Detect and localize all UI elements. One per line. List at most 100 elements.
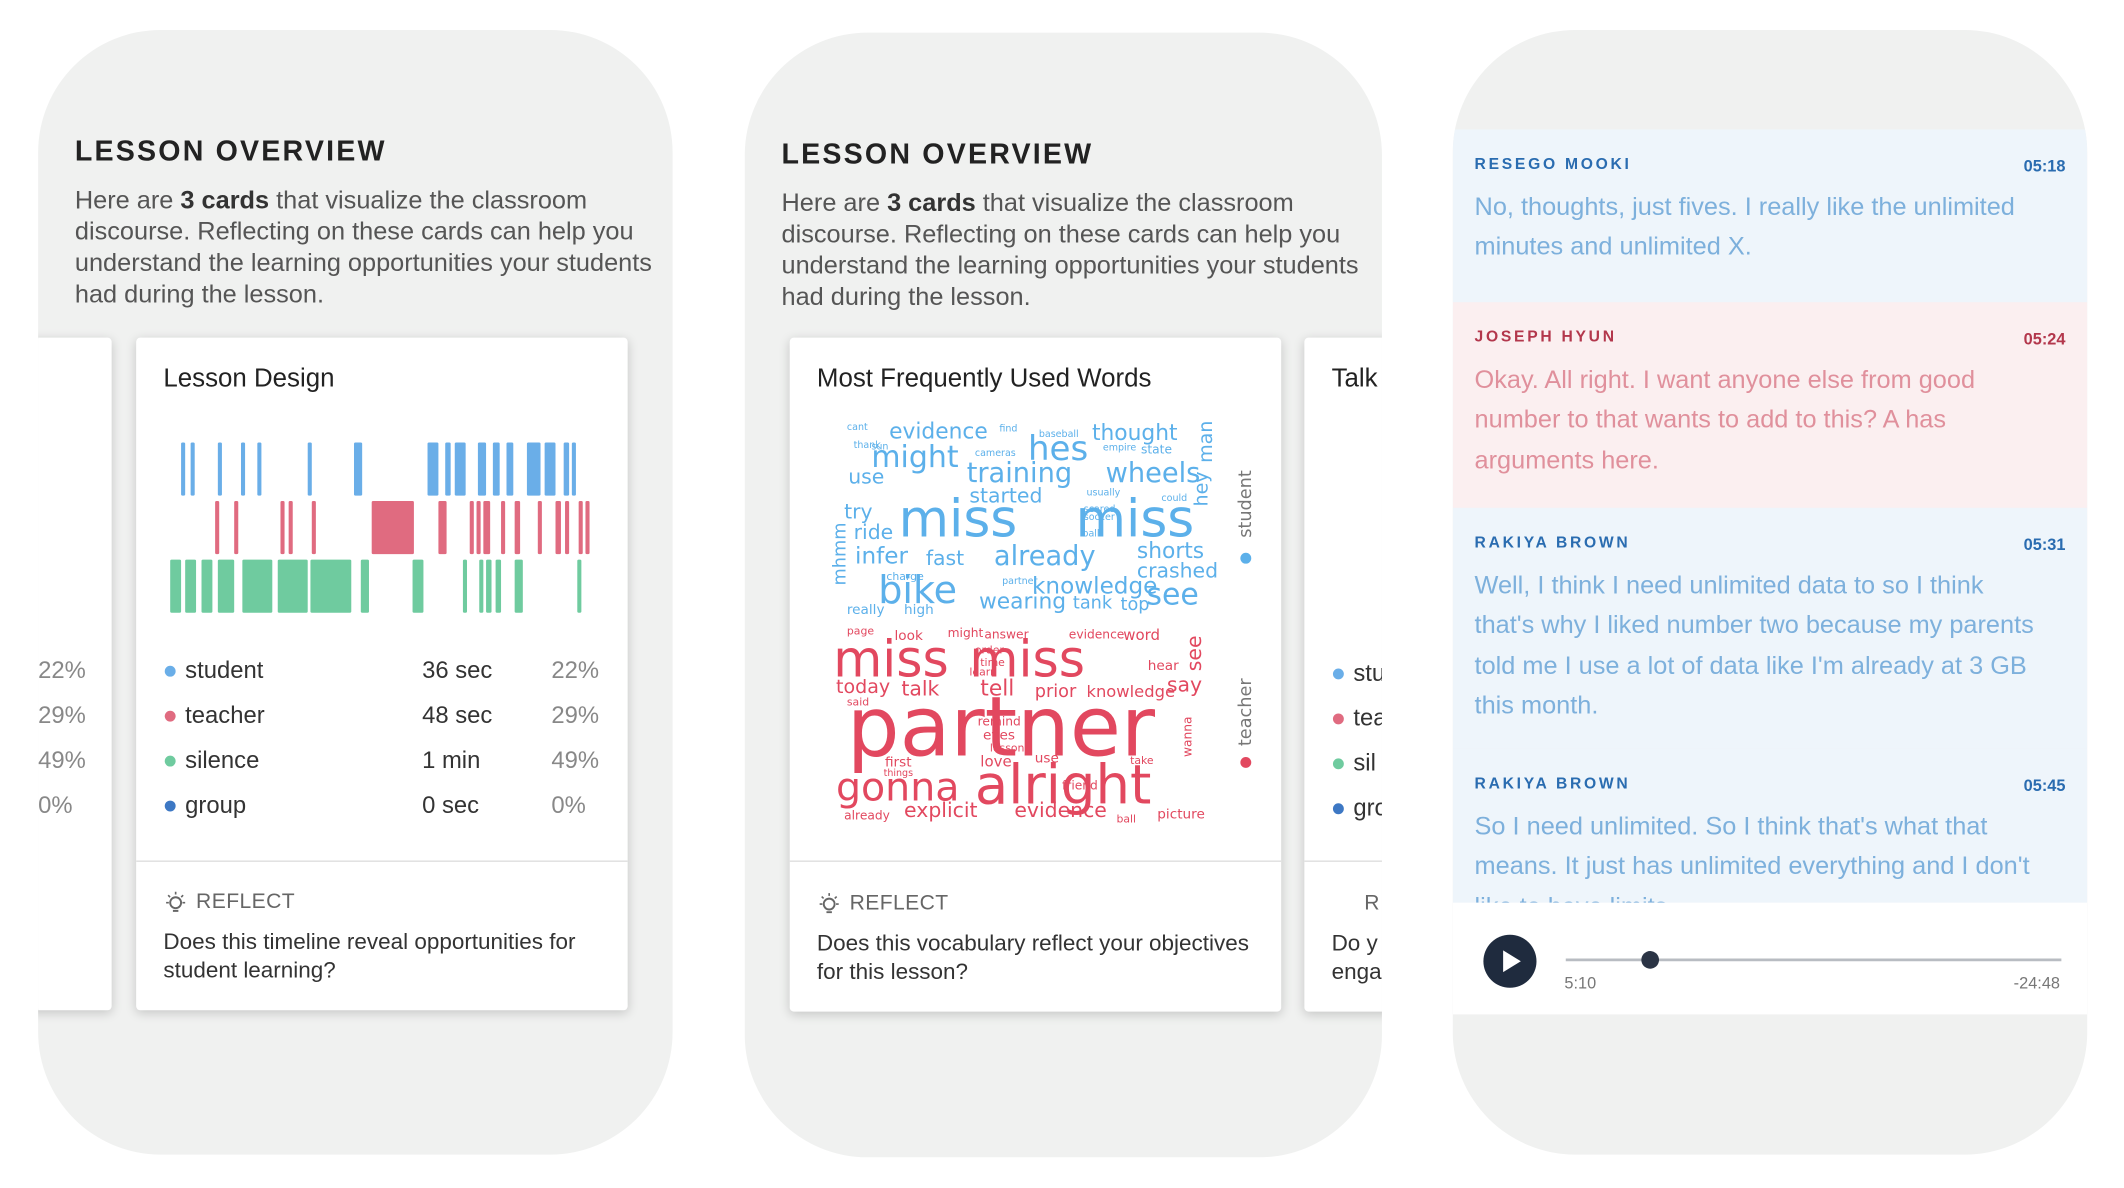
word: order bbox=[975, 644, 1005, 657]
word: tell bbox=[980, 677, 1014, 702]
timeline-segment bbox=[565, 501, 570, 555]
timeline-segment bbox=[454, 442, 466, 496]
word: hear bbox=[1148, 658, 1179, 674]
card-title: Talk bbox=[1331, 364, 1378, 394]
timeline-segment bbox=[360, 559, 369, 613]
word: thought bbox=[1092, 421, 1178, 446]
card-title: Most Frequently Used Words bbox=[816, 364, 1152, 394]
next-card[interactable]: Talk stu tea sil gro R Do y enga bbox=[1304, 337, 1382, 1012]
word: partner bbox=[847, 679, 1156, 776]
reflect-label: REFLECT bbox=[196, 890, 296, 914]
timeline-segment bbox=[310, 559, 352, 613]
word: charge bbox=[886, 570, 924, 583]
overview-title: LESSON OVERVIEW bbox=[781, 138, 1094, 171]
timeline-segment bbox=[477, 442, 487, 496]
timeline-segment bbox=[578, 501, 583, 555]
legend-percent: 29% bbox=[551, 701, 600, 729]
legend-label: silence bbox=[185, 746, 260, 774]
timestamp: 05:31 bbox=[2023, 535, 2066, 555]
previous-card[interactable]: 22% 29% 49% 0% bbox=[38, 337, 112, 1011]
word: remind bbox=[978, 715, 1021, 729]
transcript: RESEGO MOOKI 05:18 No, thoughts, just five… bbox=[1452, 129, 2088, 903]
legend-label: student bbox=[185, 656, 264, 684]
progress-knob[interactable] bbox=[1641, 951, 1660, 969]
percent: 0% bbox=[38, 791, 73, 819]
intro-text: Here are bbox=[781, 187, 888, 217]
word: prior bbox=[1035, 682, 1077, 702]
percent: 29% bbox=[38, 701, 86, 729]
timeline-segment bbox=[412, 559, 424, 613]
card-title: Lesson Design bbox=[163, 364, 335, 394]
speaker-name: JOSEPH HYUN bbox=[1474, 329, 1617, 346]
legend-percent: 0% bbox=[551, 791, 586, 819]
timeline-segment bbox=[371, 501, 414, 555]
word: started bbox=[969, 483, 1042, 507]
timeline-segment bbox=[563, 442, 570, 496]
legend-label: tea bbox=[1353, 703, 1382, 732]
word: use bbox=[848, 464, 884, 488]
word: tank bbox=[1073, 594, 1113, 614]
percent: 22% bbox=[38, 656, 86, 684]
word: hey bbox=[1191, 471, 1213, 506]
word: wearing bbox=[979, 590, 1066, 615]
word: ride bbox=[854, 520, 894, 544]
timeline-segment bbox=[469, 501, 474, 555]
timeline-segment bbox=[495, 559, 502, 613]
word: talk bbox=[901, 677, 939, 701]
legend-dot bbox=[1332, 713, 1344, 725]
word: said bbox=[847, 695, 869, 708]
word: today bbox=[836, 676, 890, 698]
axis-label: student bbox=[1236, 470, 1256, 538]
intro-text: Here are bbox=[74, 185, 181, 214]
word: cameras bbox=[975, 448, 1016, 459]
intro-bold: 3 cards bbox=[180, 185, 270, 214]
timeline-segment bbox=[462, 559, 468, 613]
word: friend bbox=[1062, 779, 1098, 793]
reflect-question: Do y enga bbox=[1331, 931, 1382, 985]
timeline-segment bbox=[280, 501, 285, 555]
remaining-time: -24:48 bbox=[2013, 973, 2061, 993]
word: evidence bbox=[1014, 798, 1107, 822]
word: picture bbox=[1157, 806, 1205, 822]
legend-label: teacher bbox=[185, 701, 265, 729]
timeline-segment bbox=[170, 559, 182, 613]
word: might bbox=[948, 626, 984, 640]
timeline-segment bbox=[526, 442, 541, 496]
word: answer bbox=[984, 628, 1029, 642]
word: man bbox=[1195, 421, 1217, 463]
timeline-segment bbox=[501, 501, 506, 555]
word: say bbox=[1167, 673, 1202, 697]
timeline-segment bbox=[257, 442, 262, 496]
utterance: No, thoughts, just fives. I really like … bbox=[1474, 191, 2015, 261]
elapsed-time: 5:10 bbox=[1564, 973, 1597, 993]
legend-duration: 48 sec bbox=[422, 701, 493, 729]
timeline-segment bbox=[571, 442, 576, 496]
word: alright bbox=[975, 752, 1151, 816]
word: miss bbox=[899, 489, 1018, 549]
play-button[interactable] bbox=[1483, 934, 1537, 988]
timeline-segment bbox=[201, 559, 213, 613]
timeline-segment bbox=[217, 559, 235, 613]
word: shorts bbox=[1137, 539, 1204, 564]
legend-label: group bbox=[185, 791, 247, 819]
axis-label: teacher bbox=[1236, 678, 1256, 746]
reflect-label: R bbox=[1364, 891, 1380, 915]
word: infer bbox=[855, 544, 908, 570]
word: see bbox=[1146, 578, 1198, 613]
timestamp: 05:18 bbox=[2023, 156, 2066, 176]
word: eyes bbox=[983, 727, 1015, 743]
legend-dot bbox=[164, 710, 176, 722]
timeline-segment bbox=[486, 559, 492, 613]
overview-intro: Here are 3 cards that visualize the clas… bbox=[75, 184, 654, 309]
overview-intro: Here are 3 cards that visualize the clas… bbox=[782, 187, 1361, 312]
timeline-segment bbox=[537, 501, 542, 555]
word: miss bbox=[969, 630, 1085, 689]
word: gonna bbox=[836, 765, 959, 811]
intro-bold: 3 cards bbox=[887, 187, 976, 217]
bulb-icon bbox=[166, 891, 186, 912]
word: thank bbox=[854, 440, 882, 451]
timeline-segment bbox=[240, 442, 246, 496]
legend-duration: 0 sec bbox=[422, 791, 480, 819]
timeline-segment bbox=[476, 501, 481, 555]
